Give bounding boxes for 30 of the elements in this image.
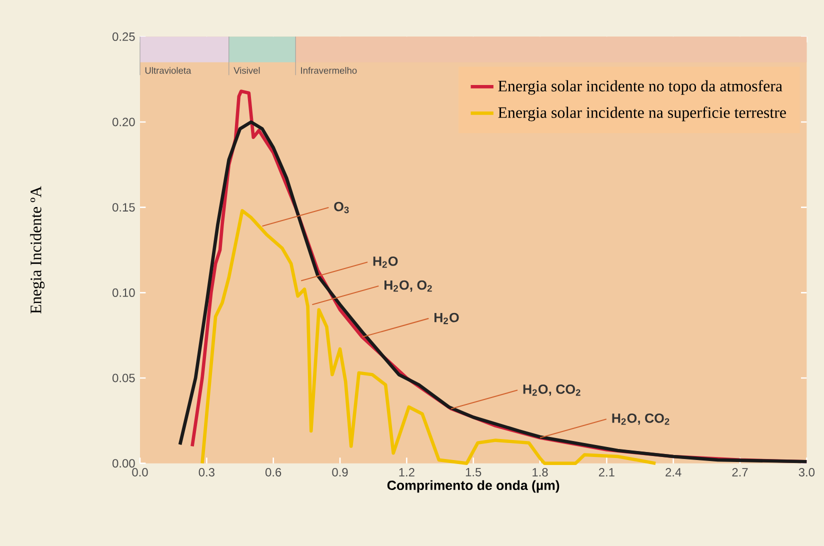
annotation: H$_{2}$O, CO$_{2}$ [612,413,670,425]
y-tick-label: 0.15 [112,203,135,212]
y-axis-title: Enegia Incidente ºA [30,186,45,314]
x-tick-label: 1.8 [532,468,548,476]
band-label: Infravermelho [301,66,357,74]
y-tick-label: 0.00 [112,459,135,468]
x-tick-label: 2.7 [732,468,748,476]
x-tick-label: 2.1 [598,468,614,476]
x-tick-label: 0.6 [265,468,282,476]
x-tick-label: 0.9 [332,468,348,476]
annotation: H$_{2}$O, CO$_{2}$ [523,384,580,396]
x-tick-label: 1.5 [466,468,482,476]
y-tick-label: 0.10 [112,288,135,297]
y-tick-label: 0.05 [112,374,135,382]
x-axis-title: Comprimento de onda (µm) [387,480,560,493]
band-label: Ultravioleta [145,66,192,74]
legend-label: Energia solar incidente na superficie terrestre [498,106,786,122]
band-label: Visivel [234,66,260,74]
x-tick-label: 0.3 [198,468,214,476]
annotation: H$_{2}$O [373,256,398,268]
x-tick-label: 3.0 [798,468,815,476]
x-tick-label: 1.2 [399,468,414,476]
legend-label: Energia solar incidente no topo da atmosfera [498,80,782,95]
x-tick-label: 2.4 [666,468,682,476]
y-tick-label: 0.20 [112,118,135,126]
annotation: O$_{3}$ [334,202,349,214]
y-tick-label: 0.25 [112,32,135,41]
x-tick-label: 0.0 [132,468,148,476]
annotation: H$_{2}$O [434,312,459,324]
annotation: H$_{2}$O, O$_{2}$ [384,280,432,292]
